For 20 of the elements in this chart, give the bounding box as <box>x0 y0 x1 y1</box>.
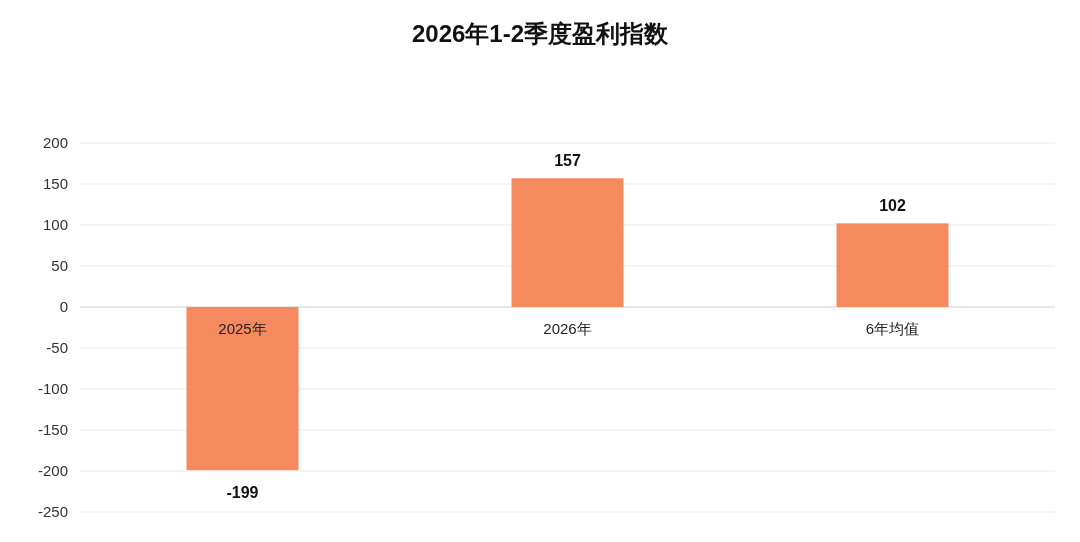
chart-title: 2026年1-2季度盈利指数 <box>411 20 670 47</box>
y-tick-label: -50 <box>46 339 68 356</box>
bar <box>511 178 624 307</box>
y-tick-label: -150 <box>37 421 68 438</box>
y-tick-label: -100 <box>37 380 68 397</box>
data-label: 157 <box>554 152 581 170</box>
x-tick-label: 2026年 <box>543 320 592 337</box>
y-tick-label: 50 <box>51 257 68 274</box>
data-label: 102 <box>879 197 906 215</box>
bar <box>836 223 949 307</box>
y-tick-label: 200 <box>42 134 68 151</box>
data-label: -199 <box>226 484 259 502</box>
y-tick-label: 100 <box>42 216 68 233</box>
y-tick-label: -250 <box>37 503 68 520</box>
bar <box>186 307 299 471</box>
y-tick-label: 0 <box>59 298 68 315</box>
y-tick-label: -200 <box>37 462 68 479</box>
x-tick-label: 6年均值 <box>865 320 920 337</box>
y-tick-label: 150 <box>42 175 68 192</box>
x-tick-label: 2025年 <box>218 320 267 337</box>
